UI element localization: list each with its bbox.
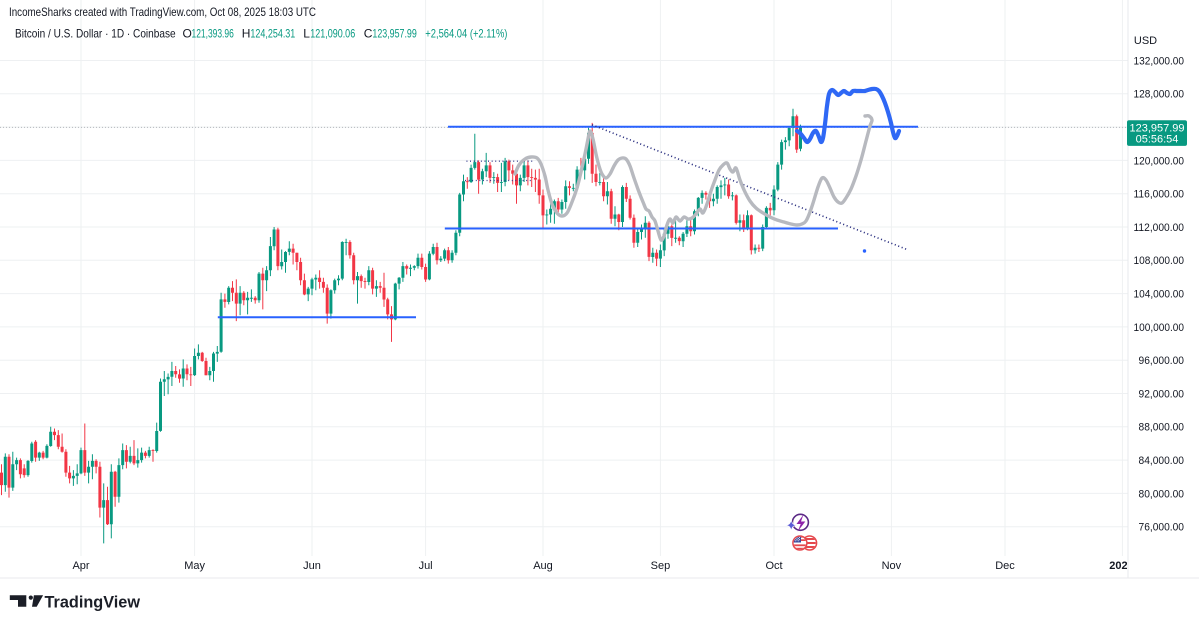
svg-text:123,957.99: 123,957.99 bbox=[1129, 122, 1184, 134]
svg-text:May: May bbox=[184, 560, 205, 572]
svg-text:116,000.00: 116,000.00 bbox=[1134, 189, 1185, 201]
svg-text:Apr: Apr bbox=[72, 560, 89, 572]
svg-text:96,000.00: 96,000.00 bbox=[1139, 355, 1185, 367]
svg-text:Bitcoin / U.S. Dollar · 1D · C: Bitcoin / U.S. Dollar · 1D · Coinbase bbox=[15, 26, 176, 40]
svg-text:128,000.00: 128,000.00 bbox=[1134, 89, 1185, 101]
svg-text:76,000.00: 76,000.00 bbox=[1139, 522, 1185, 534]
svg-text:H: H bbox=[242, 26, 251, 40]
svg-text:124,254.31: 124,254.31 bbox=[250, 26, 295, 40]
svg-text:Oct: Oct bbox=[765, 560, 782, 572]
svg-text:Jun: Jun bbox=[303, 560, 321, 572]
svg-text:84,000.00: 84,000.00 bbox=[1139, 455, 1185, 467]
svg-text:USD: USD bbox=[1134, 35, 1157, 47]
svg-text:Nov: Nov bbox=[882, 560, 902, 572]
svg-text:108,000.00: 108,000.00 bbox=[1134, 255, 1185, 267]
svg-text:92,000.00: 92,000.00 bbox=[1139, 388, 1185, 400]
svg-text:05:56:54: 05:56:54 bbox=[1136, 134, 1179, 146]
svg-text:Jul: Jul bbox=[419, 560, 433, 572]
svg-text:100,000.00: 100,000.00 bbox=[1134, 322, 1185, 334]
svg-text:112,000.00: 112,000.00 bbox=[1134, 222, 1185, 234]
svg-text:123,957.99: 123,957.99 bbox=[372, 26, 417, 40]
svg-text:O: O bbox=[183, 26, 192, 40]
svg-text:120,000.00: 120,000.00 bbox=[1134, 155, 1185, 167]
svg-text:2026: 2026 bbox=[1109, 560, 1133, 572]
svg-text:TradingView: TradingView bbox=[45, 593, 141, 611]
svg-text:80,000.00: 80,000.00 bbox=[1139, 488, 1185, 500]
svg-text:132,000.00: 132,000.00 bbox=[1134, 55, 1185, 67]
svg-text:Sep: Sep bbox=[651, 560, 671, 572]
svg-text:+2,564.04 (+2.11%): +2,564.04 (+2.11%) bbox=[425, 26, 507, 40]
svg-text:121,393.96: 121,393.96 bbox=[192, 26, 235, 40]
svg-text:C: C bbox=[364, 26, 373, 40]
svg-text:L: L bbox=[303, 26, 310, 40]
svg-text:121,090.06: 121,090.06 bbox=[310, 26, 355, 40]
svg-text:Aug: Aug bbox=[533, 560, 553, 572]
svg-text:88,000.00: 88,000.00 bbox=[1139, 422, 1185, 434]
svg-text:IncomeSharks created with Trad: IncomeSharks created with TradingView.co… bbox=[9, 5, 316, 19]
svg-text:104,000.00: 104,000.00 bbox=[1134, 289, 1185, 301]
svg-text:Dec: Dec bbox=[995, 560, 1015, 572]
